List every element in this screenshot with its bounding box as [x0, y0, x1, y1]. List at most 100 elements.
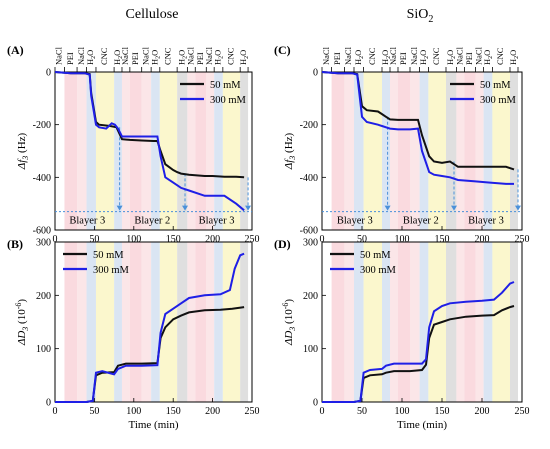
- bilayer-arrowhead: [451, 205, 457, 211]
- x-tick-label: 250: [515, 234, 530, 245]
- y-tick-label: -600: [33, 226, 51, 237]
- title-cellulose: Cellulose: [126, 7, 179, 22]
- y-axis-label: Δf3 (Hz): [283, 132, 297, 170]
- solution-label: H2O: [238, 50, 250, 65]
- x-tick-label: 200: [475, 406, 490, 417]
- solution-label: CNC: [367, 47, 377, 65]
- y-tick-label: 0: [46, 68, 51, 79]
- x-tick-label: 100: [126, 234, 141, 245]
- band-2: [77, 72, 87, 230]
- solution-label: H2O: [380, 50, 392, 65]
- solution-label: NaCl: [54, 46, 64, 65]
- x-tick-label: 150: [166, 406, 181, 417]
- x-tick-label: 0: [53, 406, 58, 417]
- solution-label: PEI: [195, 52, 205, 65]
- band-11: [446, 242, 457, 402]
- band-7: [398, 242, 410, 402]
- band-15: [483, 242, 493, 402]
- y-tick-label: 0: [313, 398, 318, 409]
- series-line-300mm: [55, 252, 245, 403]
- band-2: [344, 72, 354, 230]
- bilayer-label: Blayer 3: [468, 216, 504, 227]
- band-0: [55, 242, 65, 402]
- band-13: [464, 72, 476, 230]
- band-13: [195, 242, 207, 402]
- x-tick-label: 200: [205, 234, 220, 245]
- band-6: [121, 72, 130, 230]
- solution-label: CNC: [99, 47, 109, 65]
- band-13: [464, 242, 476, 402]
- y-tick-label: 300: [36, 238, 51, 249]
- band-4: [363, 242, 382, 402]
- series-line-300mm: [321, 71, 514, 185]
- band-10: [428, 72, 446, 230]
- x-axis-label: Time (min): [397, 419, 447, 431]
- panel-label: (A): [7, 43, 24, 57]
- panel-label: (B): [7, 237, 23, 251]
- band-4: [95, 242, 115, 402]
- y-axis-label: ΔD3 (10-6): [14, 299, 30, 347]
- band-12: [456, 242, 465, 402]
- band-11: [177, 72, 188, 230]
- band-3: [86, 72, 96, 230]
- band-12: [187, 242, 196, 402]
- solution-label: NaCl: [409, 46, 419, 65]
- y-tick-label: 200: [303, 291, 318, 302]
- band-15: [483, 72, 493, 230]
- band-11: [446, 72, 457, 230]
- band-2: [77, 242, 87, 402]
- band-1: [64, 242, 78, 402]
- plot-frame: [54, 71, 253, 231]
- x-tick-label: 150: [435, 234, 450, 245]
- band-13: [195, 72, 207, 230]
- band-9: [419, 72, 429, 230]
- band-7: [129, 242, 142, 402]
- y-tick-label: -400: [300, 173, 318, 184]
- solution-label: PEI: [332, 52, 342, 65]
- band-7: [129, 72, 142, 230]
- band-3: [86, 242, 96, 402]
- band-12: [187, 72, 196, 230]
- solution-label: H2O: [508, 50, 520, 65]
- solution-label: NaCl: [454, 46, 464, 65]
- solution-label: H2O: [482, 50, 494, 65]
- legend-label: 50 mM: [360, 250, 391, 261]
- band-16: [222, 72, 241, 230]
- y-tick-label: 100: [36, 344, 51, 355]
- solution-label: H2O: [353, 50, 365, 65]
- solution-label: H2O: [176, 50, 188, 65]
- band-5: [382, 242, 390, 402]
- bilayer-arrowhead: [384, 205, 391, 211]
- band-6: [390, 242, 398, 402]
- band-10: [428, 242, 446, 402]
- bilayer-arrowhead: [245, 205, 252, 211]
- bilayer-label: Blayer 3: [69, 216, 105, 227]
- band-5: [114, 72, 122, 230]
- y-tick-label: 100: [303, 344, 318, 355]
- solution-label: NaCl: [321, 46, 331, 65]
- bilayer-arrowhead: [515, 205, 521, 211]
- solution-label: PEI: [464, 52, 474, 65]
- plot-frame: [321, 71, 523, 231]
- legend-label: 300 mM: [93, 265, 130, 276]
- x-tick-label: 100: [395, 406, 410, 417]
- y-tick-label: 0: [46, 398, 51, 409]
- x-tick-label: 50: [357, 406, 367, 417]
- panel-label: (C): [274, 43, 291, 57]
- band-14: [475, 72, 484, 230]
- x-tick-label: 0: [53, 234, 58, 245]
- x-tick-label: 50: [89, 406, 99, 417]
- solution-label: H2O: [418, 50, 430, 65]
- band-17: [240, 72, 249, 230]
- solution-label: NaCl: [185, 46, 195, 65]
- legend-label: 50 mM: [210, 80, 241, 91]
- solution-label: H2O: [112, 50, 124, 65]
- band-16: [222, 242, 241, 402]
- band-8: [141, 72, 152, 230]
- series-line-50mm: [322, 305, 515, 403]
- x-tick-label: 0: [320, 406, 325, 417]
- legend-label: 300 mM: [360, 265, 397, 276]
